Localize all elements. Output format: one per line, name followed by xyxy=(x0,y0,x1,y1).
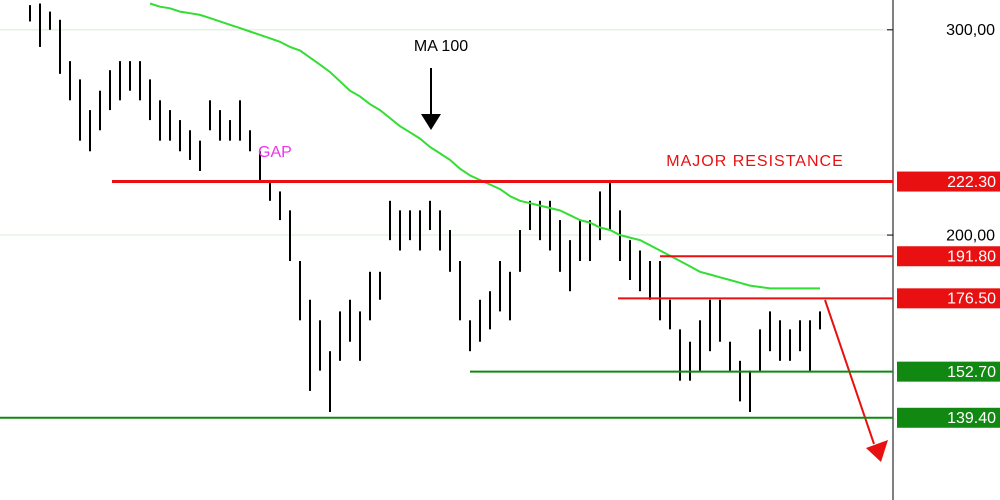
level-box xyxy=(897,246,1000,267)
level-box xyxy=(897,171,1000,192)
level-label: 191.80 xyxy=(947,248,996,265)
annotation: MA 100 xyxy=(414,38,468,55)
level-box xyxy=(897,361,1000,382)
annotation: MAJOR RESISTANCE xyxy=(666,153,844,170)
level-label: 176.50 xyxy=(947,291,996,308)
level-label: 152.70 xyxy=(947,364,996,381)
level-box xyxy=(897,288,1000,309)
level-label: 139.40 xyxy=(947,410,996,427)
level-label: 222.30 xyxy=(947,174,996,191)
level-box xyxy=(897,407,1000,428)
y-tick-label: 200,00 xyxy=(946,227,995,244)
trend-arrow-head xyxy=(866,440,888,462)
y-tick-label: 300,00 xyxy=(946,22,995,39)
annotation-arrow-head xyxy=(421,114,441,130)
annotation: GAP xyxy=(258,144,292,161)
